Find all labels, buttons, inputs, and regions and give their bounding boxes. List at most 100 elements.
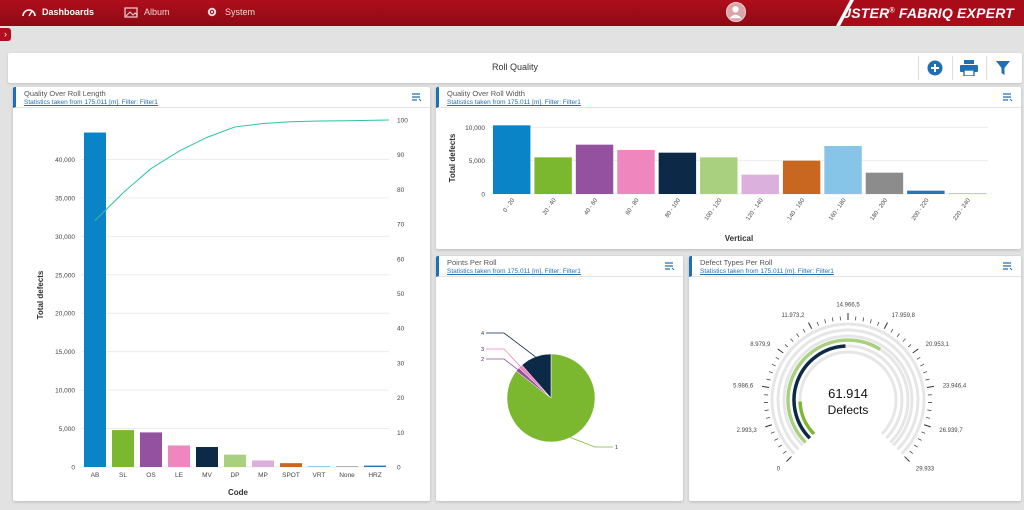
gauge-tick (824, 319, 827, 324)
gauge-tick (890, 328, 894, 333)
y-tick-label: 0 (71, 465, 75, 472)
gauge-value: 61.914 (828, 386, 868, 401)
gauge-tick (916, 356, 921, 360)
y-tick-label: 5,000 (59, 426, 76, 433)
gauge-tick (775, 356, 780, 360)
x-tick-label: LE (175, 472, 184, 479)
gauge-tick (917, 438, 922, 441)
bar (308, 466, 330, 467)
pie-leader-line (486, 348, 521, 367)
panel-menu-icon[interactable] (1003, 261, 1013, 271)
panel-header: Points Per Roll Statistics taken from 17… (436, 256, 683, 277)
x-tick-label: VRT (313, 472, 326, 479)
add-button[interactable] (918, 56, 950, 80)
nav-album[interactable]: Album (124, 0, 170, 24)
x-tick-label: 220 - 240 (952, 197, 972, 222)
panel-menu-icon[interactable] (412, 92, 422, 102)
nav-system[interactable]: System (205, 0, 255, 24)
gauge-tick (907, 344, 912, 348)
gauge-track (776, 328, 920, 451)
bar (196, 447, 218, 467)
page-title: Roll Quality (491, 62, 538, 72)
cumulative-line (94, 119, 390, 221)
filter-button[interactable] (986, 56, 1018, 80)
gauge-tick (764, 409, 769, 411)
y-tick-label: 10,000 (465, 125, 485, 132)
bar (658, 152, 697, 194)
gauge-tick (904, 456, 910, 462)
panel-menu-icon[interactable] (1003, 92, 1013, 102)
x-tick-label: 80 - 100 (664, 197, 682, 219)
pie-label: 3 (481, 347, 484, 353)
y-tick-label: 0 (481, 192, 485, 199)
y-tick-label: 15,000 (55, 349, 75, 356)
brand-logo: USTER® FABRIQ EXPERT (840, 5, 1014, 21)
panel-points-per-roll: Points Per Roll Statistics taken from 17… (436, 256, 683, 501)
y2-tick-label: 60 (397, 256, 405, 263)
gauge-ring (786, 338, 882, 444)
y-tick-label: 5,000 (469, 158, 486, 165)
bar (907, 190, 945, 194)
sidebar-toggle-button[interactable]: › (0, 28, 11, 41)
gauge-tick (913, 444, 918, 448)
gauge-ring (792, 344, 846, 440)
gauge-tick (766, 378, 771, 381)
nav-dashboards-label: Dashboards (42, 7, 95, 17)
bar (617, 150, 655, 194)
panel-subtitle-link[interactable]: Statistics taken from 175.011 [m]. Filte… (447, 99, 581, 106)
y-tick-label: 35,000 (55, 195, 75, 202)
x-tick-label: 0 - 20 (503, 197, 517, 214)
panel-subtitle-link[interactable]: Statistics taken from 175.011 [m]. Filte… (700, 268, 834, 275)
gauge-tick (923, 371, 928, 374)
gauge-track (782, 334, 914, 447)
print-button[interactable] (952, 56, 984, 80)
chart-roll-width: 0 5,000 10,000 0 - 20 20 - 40 40 - 60 60 - 80 8… (448, 125, 988, 243)
bar (782, 160, 821, 194)
gauge-tick (927, 409, 932, 411)
panel-menu-icon[interactable] (665, 261, 675, 271)
x-tick-label: 140 - 160 (787, 197, 807, 222)
y2-tick-label: 40 (397, 326, 405, 333)
bar (84, 132, 106, 467)
gauge-tick (802, 328, 806, 333)
y-tick-label: 20,000 (55, 311, 75, 318)
gauge-tick (796, 333, 800, 338)
gauge-tick (902, 338, 906, 342)
y2-tick-label: 100 (397, 118, 408, 125)
x-tick-label: HRZ (368, 472, 381, 479)
panel-subtitle-link[interactable]: Statistics taken from 175.011 [m]. Filte… (24, 99, 158, 106)
pie-label: 1 (615, 445, 618, 451)
bar (112, 430, 134, 467)
gauge-tick-label: 26.939,7 (939, 428, 963, 434)
y-tick-label: 30,000 (55, 234, 75, 241)
user-avatar[interactable] (726, 2, 746, 22)
gauge-tick (783, 450, 787, 454)
gauge-tick (768, 371, 773, 374)
y2-tick-label: 90 (397, 152, 405, 159)
pie-leader-line (570, 437, 613, 448)
x-tick-label: 160 - 180 (828, 197, 848, 222)
pie-leader-line (486, 332, 536, 358)
gauge-track (770, 322, 926, 455)
gauge-tick (877, 321, 880, 326)
gauge-tick-label: 20.953,1 (926, 342, 950, 348)
bar (741, 174, 779, 194)
panel-title: Quality Over Roll Length (24, 89, 106, 98)
x-tick-label: 40 - 60 (584, 197, 600, 216)
gauge-tick-label: 11.973,2 (781, 313, 805, 319)
page-header: Roll Quality (8, 53, 1022, 83)
x-axis-label: Code (228, 488, 249, 497)
gauge-tick-label: 14.966,5 (836, 303, 860, 309)
x-tick-label: MP (258, 472, 268, 479)
x-tick-label: AB (91, 472, 100, 479)
y2-tick-label: 50 (397, 291, 405, 298)
gauge-tick (771, 363, 776, 367)
gear-icon (207, 7, 217, 17)
album-icon (124, 7, 138, 18)
filter-icon (995, 61, 1010, 75)
y2-tick-label: 30 (397, 360, 405, 367)
nav-dashboards[interactable]: Dashboards (22, 0, 94, 24)
panel-subtitle-link[interactable]: Statistics taken from 175.011 [m]. Filte… (447, 268, 581, 275)
x-tick-label: DP (230, 472, 239, 479)
pie-label: 2 (481, 357, 484, 363)
